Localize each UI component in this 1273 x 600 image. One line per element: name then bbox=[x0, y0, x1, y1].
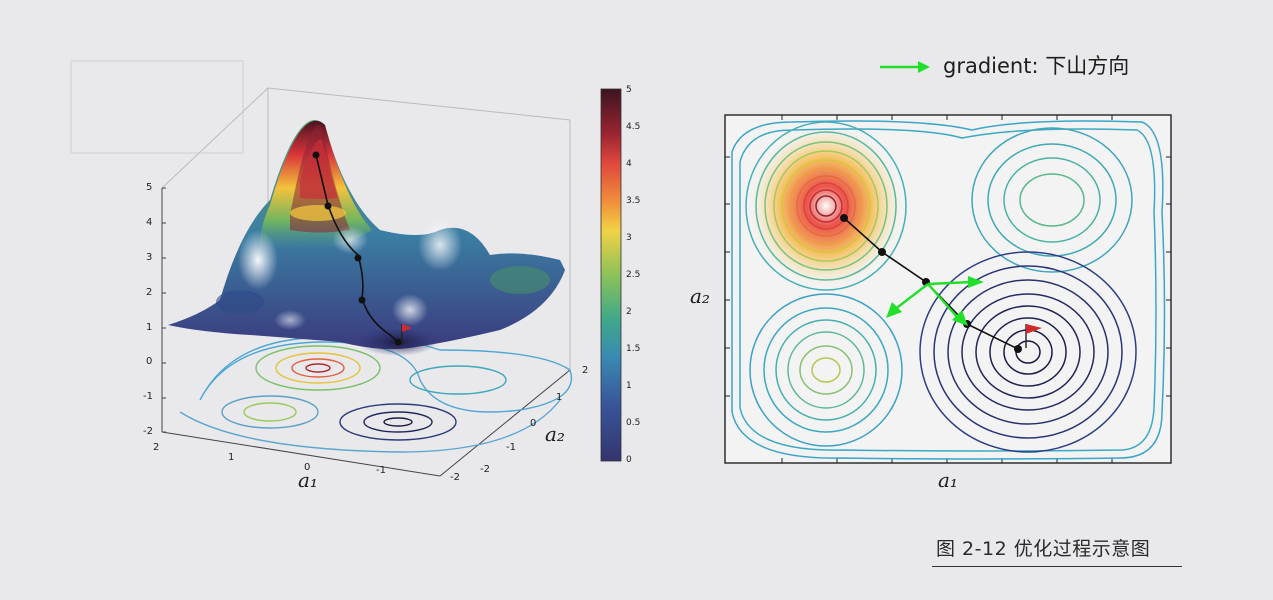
floor-contours bbox=[179, 335, 572, 453]
z-tick: 0 bbox=[146, 356, 153, 367]
walker-markers bbox=[840, 214, 1022, 353]
surface-plot-3d bbox=[161, 87, 572, 477]
colorbar-tick: 4.5 bbox=[626, 122, 641, 132]
a2-tick: 2 bbox=[582, 365, 589, 376]
figure-caption: 图 2-12 优化过程示意图 bbox=[936, 538, 1151, 560]
z-tick: -1 bbox=[143, 391, 153, 402]
contour-plot bbox=[724, 114, 1172, 464]
colorbar-tick: 1.5 bbox=[626, 344, 641, 354]
z-tick: -2 bbox=[143, 426, 153, 437]
caption-rule bbox=[932, 566, 1182, 567]
descent-path bbox=[315, 154, 403, 345]
colorbar-tick: 0.5 bbox=[626, 418, 641, 428]
z-tick: 3 bbox=[146, 252, 153, 263]
colorbar bbox=[600, 88, 622, 462]
z-tick: 4 bbox=[146, 217, 153, 228]
contour-lines bbox=[731, 120, 1166, 460]
z-tick: 2 bbox=[146, 287, 153, 298]
a2-tick: 1 bbox=[556, 392, 563, 403]
colorbar-tick: 3.5 bbox=[626, 196, 641, 206]
z-tick: 1 bbox=[146, 322, 153, 333]
right-ylabel: a₂ bbox=[690, 284, 710, 308]
a2-tick: -2 bbox=[480, 464, 490, 475]
left-xlabel: a₁ bbox=[298, 468, 318, 492]
ghost-box bbox=[70, 60, 244, 154]
a2-tick: 0 bbox=[530, 418, 537, 429]
colorbar-tick: 4 bbox=[626, 159, 632, 169]
left-ylabel: a₂ bbox=[545, 422, 565, 446]
goal-flag-icon bbox=[401, 324, 412, 344]
colorbar-tick: 2.5 bbox=[626, 270, 641, 280]
colorbar-tick: 1 bbox=[626, 381, 632, 391]
surface bbox=[168, 120, 565, 356]
a1-tick: -2 bbox=[450, 472, 460, 483]
colorbar-tick: 5 bbox=[626, 85, 632, 95]
goal-flag-icon bbox=[1025, 324, 1042, 348]
a1-tick: 2 bbox=[153, 442, 160, 453]
gradient-arrow-legend-icon bbox=[880, 61, 930, 73]
z-tick: 5 bbox=[146, 182, 153, 193]
a1-tick: 0 bbox=[304, 462, 311, 473]
colorbar-tick: 0 bbox=[626, 455, 632, 465]
colorbar-tick: 3 bbox=[626, 233, 632, 243]
legend-label: gradient: 下山方向 bbox=[943, 54, 1130, 78]
a1-tick: -1 bbox=[376, 465, 386, 476]
a1-tick: 1 bbox=[228, 452, 235, 463]
colorbar-tick: 2 bbox=[626, 307, 632, 317]
right-xlabel: a₁ bbox=[938, 468, 958, 492]
walker-markers bbox=[312, 151, 402, 346]
a2-tick: -1 bbox=[506, 442, 516, 453]
gradient-arrows bbox=[886, 276, 984, 326]
